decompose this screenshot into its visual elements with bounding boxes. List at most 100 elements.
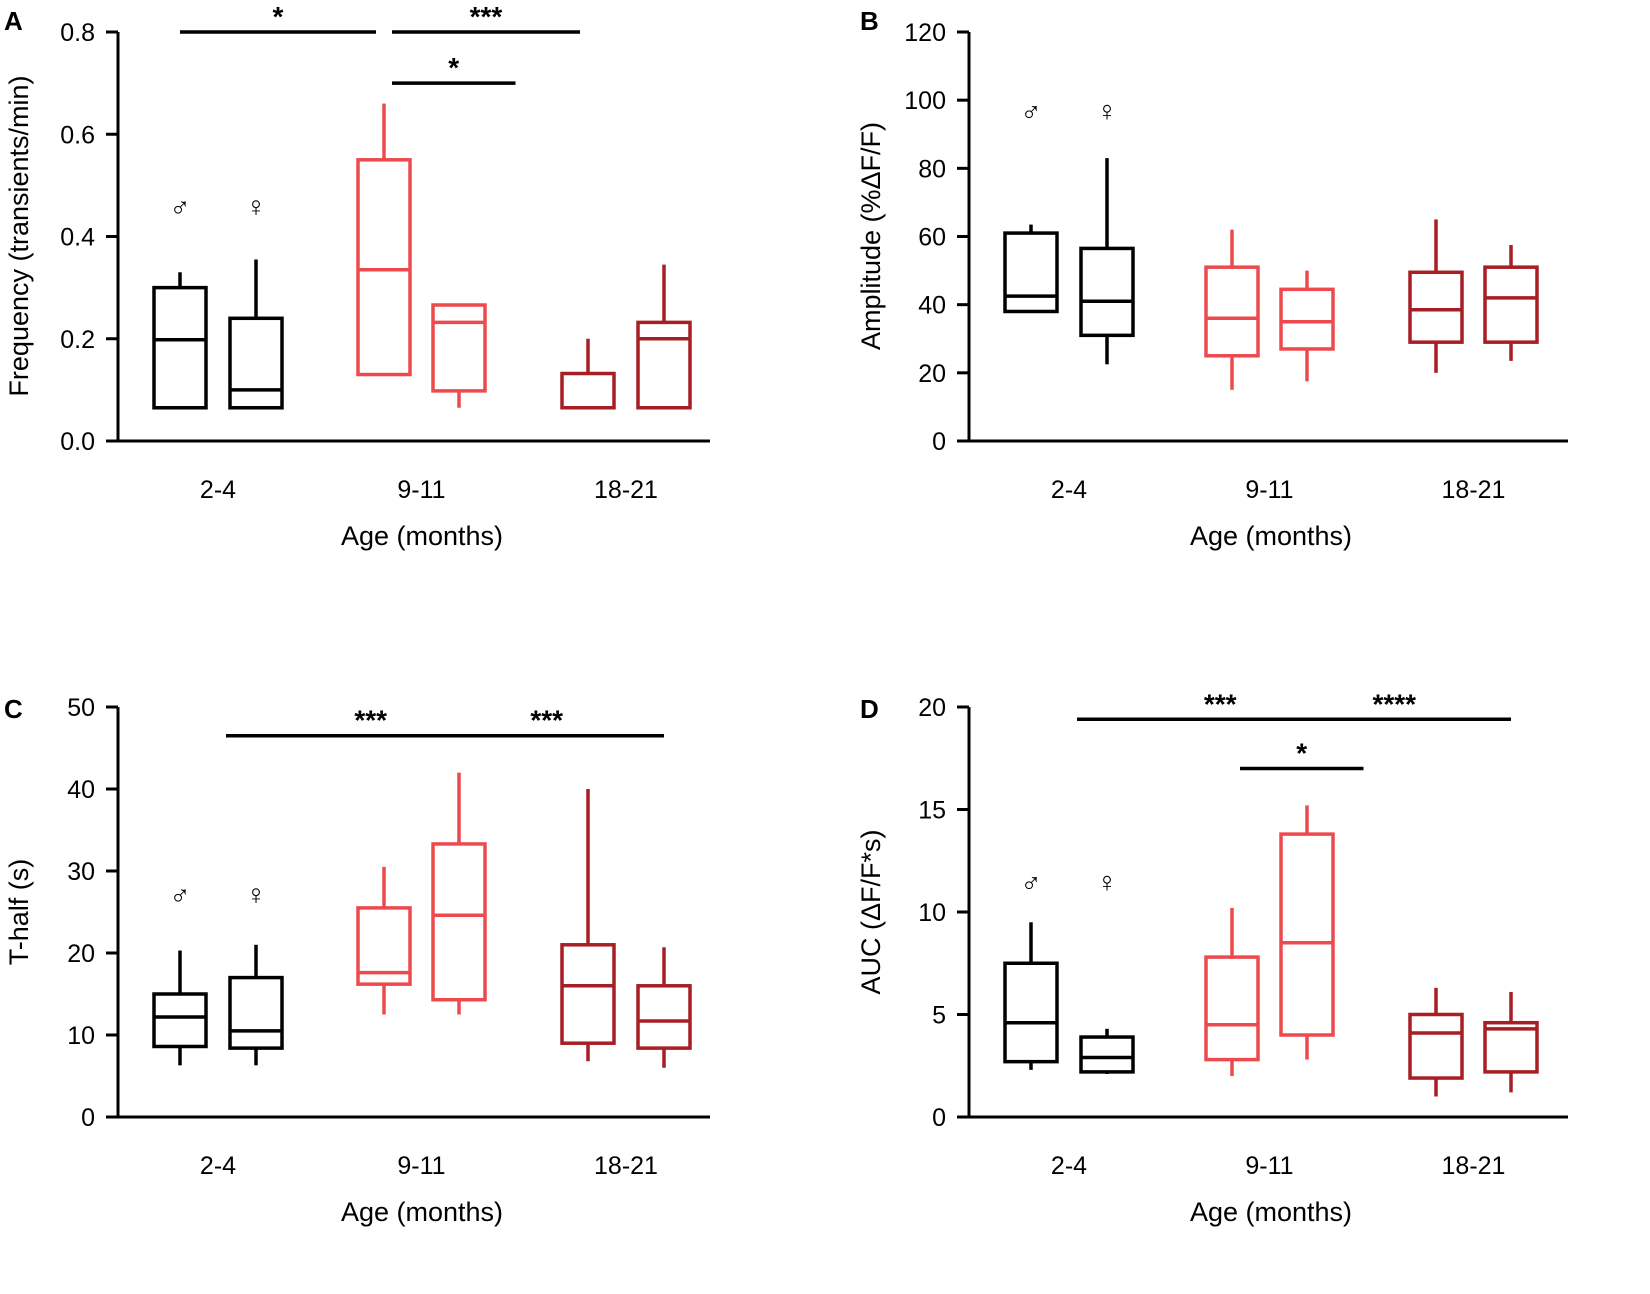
box-2-4-female [228, 944, 284, 1066]
box-9-11-male [1204, 907, 1260, 1076]
box-rect [356, 906, 412, 986]
female-symbol: ♀ [1097, 867, 1118, 898]
male-symbol: ♂ [1021, 96, 1042, 127]
x-tick-label: 18-21 [1442, 476, 1506, 504]
box-rect [431, 842, 487, 1002]
box-rect [1408, 270, 1464, 344]
y-axis-title: T-half (s) [4, 859, 34, 966]
y-tick-label: 0 [932, 1104, 946, 1132]
box-rect [1204, 955, 1260, 1062]
box-rect [431, 303, 487, 393]
box-2-4-male [1003, 922, 1059, 1070]
box-rect [636, 984, 692, 1050]
y-tick-label: 0 [932, 428, 946, 456]
box-9-11-male [356, 866, 412, 1015]
y-tick-label: 40 [67, 776, 95, 804]
y-axis-title: Frequency (transients/min) [4, 75, 34, 396]
y-tick-label: 80 [918, 155, 946, 183]
significance-label: *** [470, 1, 503, 32]
box-rect [1079, 246, 1135, 338]
box-2-4-female [228, 259, 284, 410]
box-rect [560, 943, 616, 1045]
x-tick-label: 18-21 [1442, 1152, 1506, 1180]
significance-label: * [1296, 738, 1307, 769]
y-tick-label: 0.0 [60, 428, 95, 456]
box-9-11-female [1279, 270, 1335, 382]
x-tick-label: 9-11 [397, 476, 445, 504]
significance-label: *** [354, 705, 387, 736]
y-axis-title: Amplitude (%ΔF/F) [856, 122, 886, 350]
y-tick-label: 15 [918, 797, 946, 825]
significance-label: **** [1372, 688, 1416, 719]
box-rect [1279, 287, 1335, 351]
box-rect [1003, 961, 1059, 1064]
y-tick-label: 20 [67, 940, 95, 968]
box-9-11-female [431, 303, 487, 408]
box-18-21-female [636, 264, 692, 410]
panel-letter: B [860, 6, 879, 36]
female-symbol: ♀ [246, 191, 267, 222]
male-symbol: ♂ [170, 879, 191, 910]
box-18-21-male [1408, 219, 1464, 373]
y-tick-label: 120 [904, 19, 946, 47]
x-tick-label: 9-11 [1245, 476, 1293, 504]
panel-b: B 0 20 40 60 80 100 120 Amplitude (%ΔF/F) 2-4 9-11… [856, 6, 1568, 551]
box-rect [228, 975, 284, 1050]
y-axis-title: AUC (ΔF/F*s) [856, 829, 886, 994]
box-rect [152, 285, 208, 410]
x-axis-title: Age (months) [341, 521, 503, 551]
box-18-21-female [1483, 991, 1539, 1093]
female-symbol: ♀ [1097, 96, 1118, 127]
box-2-4-female [1079, 158, 1135, 365]
x-axis-title: Age (months) [1190, 521, 1352, 551]
box-2-4-female [1079, 1028, 1135, 1074]
y-tick-label: 20 [918, 360, 946, 388]
y-tick-label: 60 [918, 224, 946, 252]
box-rect [356, 158, 412, 377]
box-9-11-male [1204, 229, 1260, 390]
box-rect [1079, 1035, 1135, 1074]
panel-a: A 0.0 0.2 0.4 0.6 0.8 Frequency (transients/mi… [4, 1, 710, 551]
panel-letter: C [4, 694, 23, 724]
y-tick-label: 100 [904, 87, 946, 115]
y-tick-label: 0.2 [60, 326, 95, 354]
x-tick-label: 2-4 [1051, 1152, 1087, 1180]
x-axis-title: Age (months) [341, 1197, 503, 1227]
y-tick-label: 0 [81, 1104, 95, 1132]
box-2-4-male [152, 272, 208, 410]
y-tick-label: 30 [67, 858, 95, 886]
x-axis-title: Age (months) [1190, 1197, 1352, 1227]
box-18-21-female [1483, 245, 1539, 361]
panel-d: D 0 5 10 15 20 AUC (ΔF/F*s) 2-4 9-11 18-21 Age (mo… [856, 688, 1568, 1227]
box-rect [560, 371, 616, 410]
box-rect [1003, 231, 1059, 314]
box-rect [152, 992, 208, 1049]
box-rect [1483, 265, 1539, 344]
x-tick-label: 18-21 [594, 476, 658, 504]
panel-letter: A [4, 6, 23, 36]
x-tick-label: 2-4 [200, 1152, 236, 1180]
y-tick-label: 0.4 [60, 224, 95, 252]
significance-label: *** [530, 705, 563, 736]
significance-label: * [273, 1, 284, 32]
box-18-21-female [636, 947, 692, 1068]
y-tick-label: 10 [67, 1022, 95, 1050]
box-9-11-male [356, 103, 412, 377]
y-tick-label: 0.6 [60, 121, 95, 149]
box-rect [1483, 1020, 1539, 1074]
box-18-21-male [560, 338, 616, 410]
significance-label: *** [1204, 688, 1237, 719]
box-18-21-male [560, 789, 616, 1062]
box-9-11-female [1279, 805, 1335, 1060]
box-2-4-male [1003, 224, 1059, 314]
significance-label: * [448, 52, 459, 83]
y-tick-label: 40 [918, 292, 946, 320]
male-symbol: ♂ [1021, 867, 1042, 898]
x-tick-label: 9-11 [397, 1152, 445, 1180]
box-rect [228, 316, 284, 410]
y-tick-label: 10 [918, 899, 946, 927]
y-tick-label: 0.8 [60, 19, 95, 47]
x-tick-label: 2-4 [200, 476, 236, 504]
box-rect [636, 320, 692, 410]
